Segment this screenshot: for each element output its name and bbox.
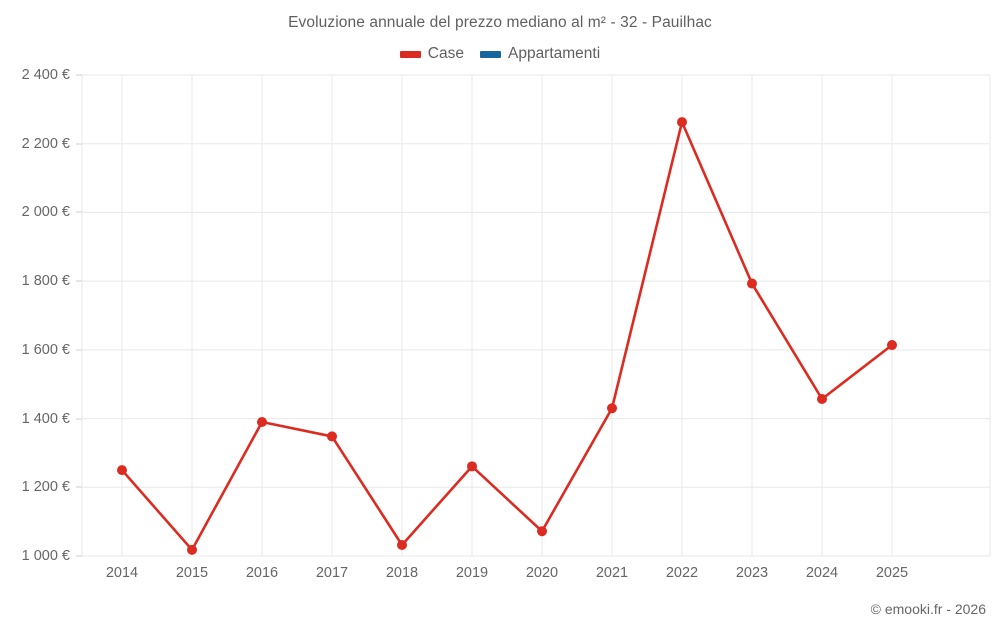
- data-point[interactable]: 2016 : 1390 €: [257, 417, 267, 428]
- x-tick-label: 2016: [245, 565, 279, 581]
- data-point[interactable]: 2015 : 1018 €: [187, 544, 197, 555]
- y-tick-label: 2 000 €: [21, 204, 70, 221]
- y-tick-label: 2 400 €: [21, 67, 70, 83]
- y-axis: 1 000 € 1 200 € 1 400 € 1 600 € 1 800 € 2 000…: [0, 0, 82, 625]
- x-tick-label: 2023: [735, 565, 769, 581]
- series-line-case: [120, 120, 894, 552]
- y-tick-label: 1 200 €: [21, 479, 70, 496]
- legend-item-appartamenti[interactable]: Appartamenti: [479, 45, 601, 63]
- legend-label-appartamenti: Appartamenti: [507, 45, 601, 62]
- data-point[interactable]: 2022 : 2263 €: [677, 117, 687, 128]
- x-tick-label: 2015: [175, 565, 209, 581]
- y-tick-mark: [76, 74, 82, 76]
- data-point[interactable]: 2019 : 1261 €: [467, 461, 477, 472]
- chart-title: Evoluzione annuale del prezzo mediano al…: [288, 14, 712, 31]
- x-tick-label: 2017: [315, 565, 349, 581]
- y-tick-label: 1 400 €: [21, 410, 70, 427]
- chart-legend: Case Appartamenti: [0, 45, 1000, 63]
- data-point[interactable]: 2014 : 1250 €: [117, 465, 127, 476]
- x-tick-label: 2020: [525, 565, 559, 581]
- y-tick-mark: [76, 211, 82, 213]
- legend-label-case: Case: [427, 45, 464, 62]
- x-tick-label: 2014: [105, 565, 139, 581]
- x-tick-label: 2022: [665, 565, 699, 581]
- x-tick-label: 2024: [805, 565, 839, 581]
- data-point[interactable]: 2020 : 1072 €: [537, 526, 547, 537]
- data-point[interactable]: 2023 : 1793 €: [747, 278, 757, 289]
- data-point[interactable]: 2024 : 1457 €: [817, 393, 827, 404]
- y-tick-mark: [76, 486, 82, 488]
- data-point[interactable]: 2017 : 1348 €: [327, 431, 337, 442]
- legend-item-case[interactable]: Case: [399, 45, 464, 63]
- y-tick-mark: [76, 418, 82, 420]
- y-tick-mark: [76, 143, 82, 145]
- x-tick-label: 2019: [455, 565, 489, 581]
- x-tick-label: 2018: [385, 565, 419, 581]
- legend-swatch-appartamenti: [479, 50, 501, 58]
- data-point[interactable]: 2025 : 1614 €: [887, 340, 897, 351]
- plot-area: 2014 : 1250 € 2015 : 1018 € 2016 : 1390 € 2…: [81, 74, 991, 557]
- y-tick-label: 2 200 €: [21, 135, 70, 152]
- y-tick-mark: [76, 349, 82, 351]
- x-tick-label: 2021: [595, 565, 629, 581]
- chart-series-layer: 2014 : 1250 € 2015 : 1018 € 2016 : 1390 € 2…: [117, 117, 897, 555]
- y-tick-label: 1 000 €: [21, 548, 70, 564]
- y-tick-mark: [76, 280, 82, 282]
- data-point[interactable]: 2021 : 1430 €: [607, 403, 617, 414]
- footer-credit: © emooki.fr - 2026: [870, 601, 986, 617]
- data-point[interactable]: 2018 : 1032 €: [397, 540, 407, 551]
- chart-gridlines: [81, 74, 991, 557]
- y-tick-label: 1 800 €: [21, 273, 70, 290]
- y-tick-label: 1 600 €: [21, 341, 70, 358]
- legend-swatch-case: [399, 50, 421, 58]
- x-tick-label: 2025: [875, 565, 909, 581]
- y-tick-mark: [76, 555, 82, 557]
